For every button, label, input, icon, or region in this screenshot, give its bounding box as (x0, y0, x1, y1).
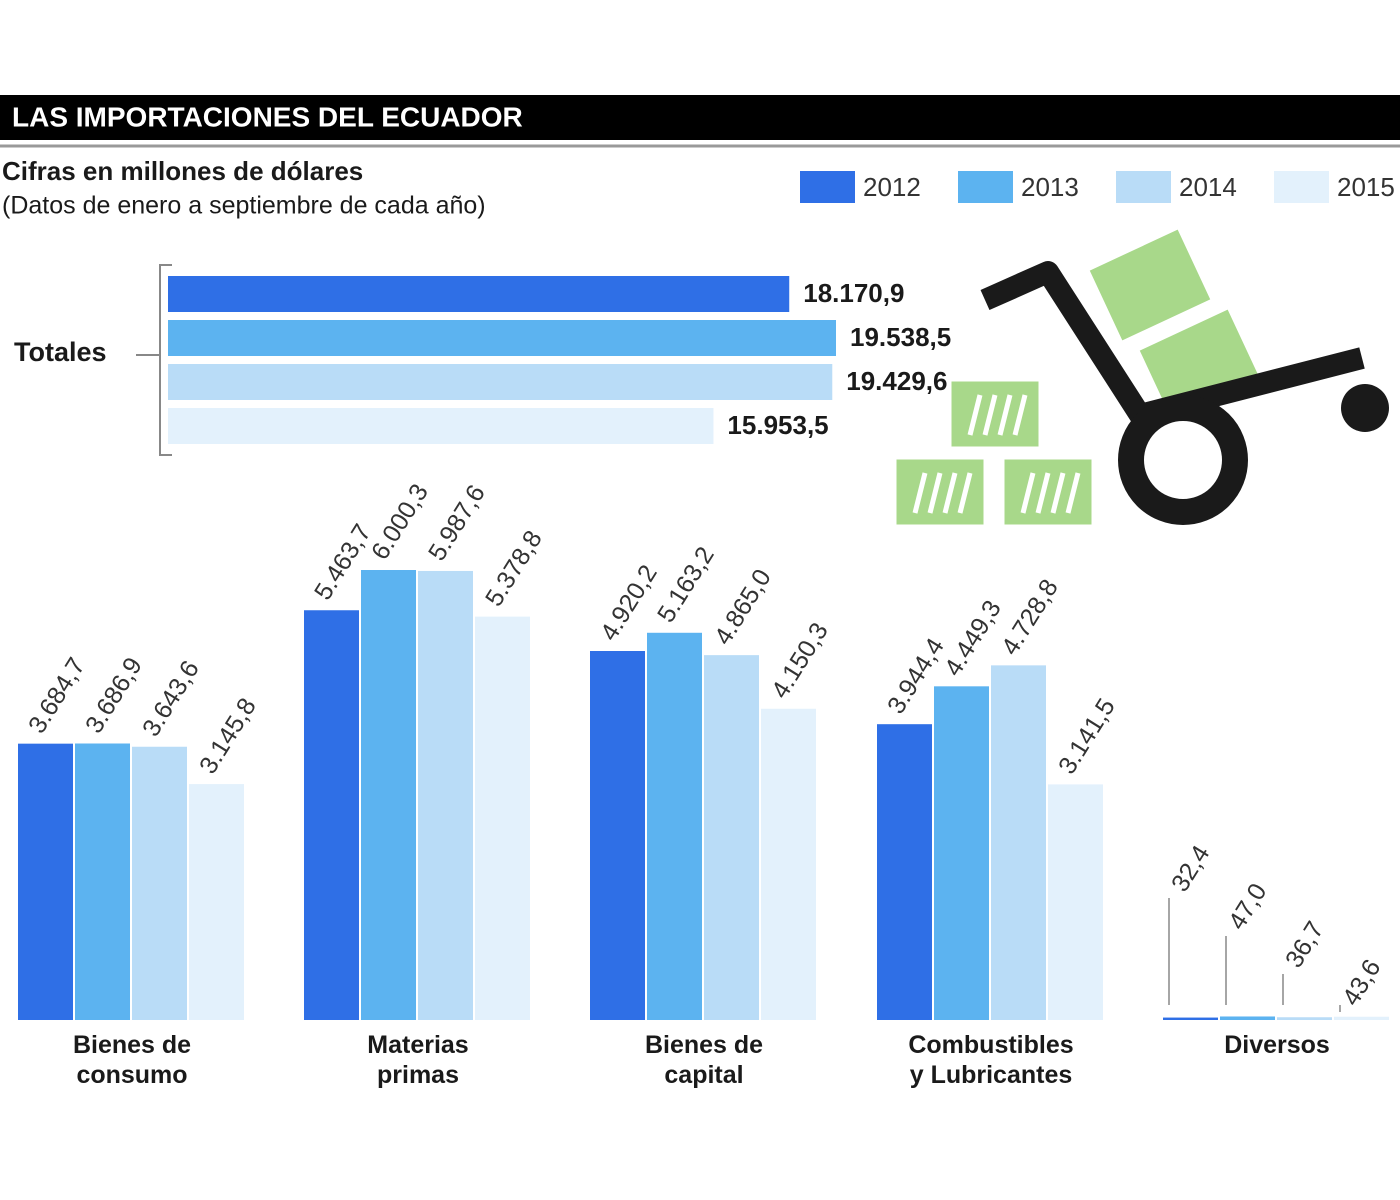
bracket (136, 264, 172, 456)
chart-title: LAS IMPORTACIONES DEL ECUADOR (12, 101, 523, 132)
bar (168, 364, 833, 400)
legend-label: 2013 (1021, 172, 1079, 202)
bar (761, 708, 816, 1020)
value-label: 4.150,3 (766, 618, 834, 704)
bar (1334, 1016, 1389, 1020)
legend-swatch (1116, 171, 1171, 203)
bar (168, 320, 836, 356)
value-label: 3.643,6 (137, 656, 205, 742)
bar (590, 651, 645, 1020)
bar (168, 408, 714, 444)
value-label: 15.953,5 (727, 410, 828, 440)
illustration (893, 225, 1389, 528)
bar (877, 724, 932, 1020)
bar (168, 276, 790, 312)
bar (18, 743, 73, 1020)
bar (1277, 1017, 1332, 1020)
bar (361, 570, 416, 1020)
legend-swatch (800, 171, 855, 203)
value-label: 36,7 (1280, 917, 1330, 973)
legend-label: 2012 (863, 172, 921, 202)
bar (934, 686, 989, 1020)
x-tick-label: Bienes de consumo (72, 1031, 192, 1089)
category-label: Totales (14, 337, 107, 367)
bar (75, 743, 130, 1020)
bar (647, 632, 702, 1020)
value-label: 5.987,6 (423, 480, 491, 566)
note: (Datos de enero a septiembre de cada año… (2, 192, 486, 220)
legend-label: 2015 (1337, 172, 1395, 202)
legend-swatch (1274, 171, 1329, 203)
value-label: 5.378,8 (480, 526, 548, 612)
legend-label: 2014 (1179, 172, 1237, 202)
value-label: 5.163,2 (652, 542, 720, 628)
bar (132, 746, 187, 1020)
bar (1163, 1017, 1218, 1020)
legend-swatch (958, 171, 1013, 203)
header-bar (0, 95, 1400, 140)
bar (475, 616, 530, 1020)
bar (704, 655, 759, 1020)
x-tick-label: Materias primas (367, 1031, 469, 1089)
value-label: 43,6 (1337, 955, 1387, 1011)
bar (1048, 784, 1103, 1020)
value-label: 19.538,5 (850, 322, 951, 352)
x-tick-label: Bienes de capital (644, 1031, 764, 1089)
bar (418, 570, 473, 1020)
bar (1220, 1016, 1275, 1020)
value-label: 32,4 (1166, 840, 1216, 896)
subtitle: Cifras en millones de dólares (2, 156, 363, 186)
value-label: 19.429,6 (846, 366, 947, 396)
value-label: 3.684,7 (23, 653, 91, 739)
value-label: 18.170,9 (803, 278, 904, 308)
x-tick-label: Diversos (1224, 1031, 1330, 1059)
value-label: 3.141,5 (1053, 693, 1121, 779)
value-label: 4.728,8 (996, 574, 1064, 660)
value-label: 3.145,8 (194, 693, 262, 779)
bar (991, 665, 1046, 1020)
bar (304, 610, 359, 1020)
x-tick-label: Combustibles y Lubricantes (908, 1031, 1074, 1089)
value-label: 4.865,0 (709, 564, 777, 650)
value-label: 47,0 (1223, 879, 1273, 935)
bar (189, 784, 244, 1020)
